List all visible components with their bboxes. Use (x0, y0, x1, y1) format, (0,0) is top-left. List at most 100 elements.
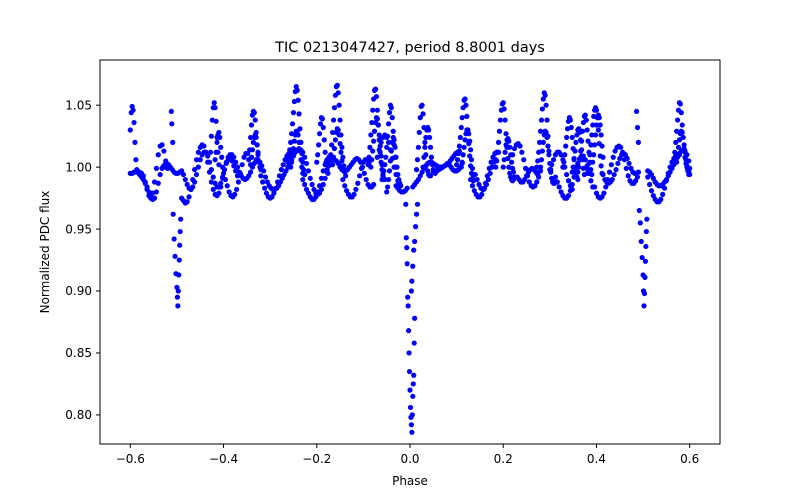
data-point (681, 142, 687, 148)
data-point (495, 149, 501, 155)
data-point (168, 108, 174, 115)
data-point (369, 157, 375, 163)
data-point (454, 157, 461, 163)
data-point (184, 199, 190, 205)
x-tick-label: −0.6 (116, 452, 145, 466)
data-point (211, 100, 217, 106)
data-point (385, 184, 391, 190)
data-point (315, 189, 321, 195)
data-point (373, 93, 380, 100)
data-point (176, 272, 182, 278)
data-point (545, 143, 551, 149)
data-point (547, 167, 553, 173)
data-point (601, 190, 607, 196)
data-point (598, 163, 604, 169)
data-point (172, 253, 178, 259)
data-point (588, 142, 594, 148)
data-point (394, 164, 400, 170)
data-point (472, 171, 478, 178)
data-point (458, 164, 464, 170)
data-point (517, 143, 523, 149)
data-point (635, 139, 642, 145)
data-point (133, 157, 139, 163)
data-point (371, 181, 377, 188)
data-point (636, 207, 642, 214)
data-point (489, 164, 495, 170)
data-point (387, 158, 394, 164)
data-point (255, 149, 261, 155)
data-point (626, 160, 632, 167)
data-point (300, 170, 306, 176)
data-point (378, 139, 384, 145)
data-point (585, 167, 591, 173)
data-point (680, 134, 686, 141)
data-point (509, 159, 515, 165)
data-point (642, 258, 649, 264)
data-point (569, 169, 575, 175)
data-point (316, 131, 323, 137)
data-point (558, 152, 564, 158)
data-point (580, 165, 587, 171)
data-point (661, 185, 668, 191)
data-point (587, 152, 593, 158)
data-point (642, 274, 648, 280)
data-point (302, 181, 308, 188)
data-point (536, 139, 543, 145)
data-point (296, 111, 302, 117)
data-point (589, 171, 595, 178)
data-point (220, 170, 227, 176)
data-point (459, 159, 465, 165)
data-point (479, 191, 485, 197)
x-tick-label: −0.2 (302, 452, 331, 466)
data-point (538, 117, 545, 123)
data-point (338, 149, 344, 155)
data-point (588, 178, 594, 184)
data-point (127, 127, 133, 133)
data-point (625, 173, 631, 179)
data-point (316, 183, 323, 189)
data-point (565, 178, 572, 184)
data-point (296, 139, 302, 145)
data-point (544, 117, 550, 123)
data-point (678, 110, 684, 116)
data-point (658, 196, 664, 202)
data-point (261, 185, 268, 191)
data-point (404, 245, 410, 251)
data-point (216, 162, 222, 168)
data-point (330, 117, 337, 123)
data-point (561, 159, 567, 165)
data-point (180, 171, 187, 178)
data-point (192, 167, 198, 173)
data-point (247, 134, 254, 141)
data-point (540, 139, 546, 145)
data-point (144, 184, 150, 190)
data-point (273, 185, 279, 191)
y-tick-label: 0.90 (65, 284, 92, 298)
data-point (638, 238, 644, 245)
data-point (208, 167, 215, 173)
data-point (411, 372, 417, 378)
data-point (319, 116, 325, 122)
data-point (639, 254, 645, 261)
data-point (239, 162, 245, 168)
data-point (502, 149, 508, 155)
data-point (385, 139, 392, 145)
data-point (544, 134, 550, 141)
data-point (542, 92, 548, 98)
data-point (538, 157, 545, 163)
data-point (317, 121, 324, 127)
data-point (407, 387, 413, 393)
data-point (454, 162, 460, 168)
data-point (404, 185, 410, 191)
data-point (519, 149, 525, 155)
data-point (415, 144, 421, 150)
data-point (428, 154, 435, 160)
data-point (591, 152, 597, 158)
data-point (233, 186, 240, 193)
data-point (375, 122, 381, 128)
data-point (543, 129, 549, 136)
data-point (212, 157, 218, 163)
data-point (195, 164, 201, 170)
data-point (340, 176, 346, 183)
